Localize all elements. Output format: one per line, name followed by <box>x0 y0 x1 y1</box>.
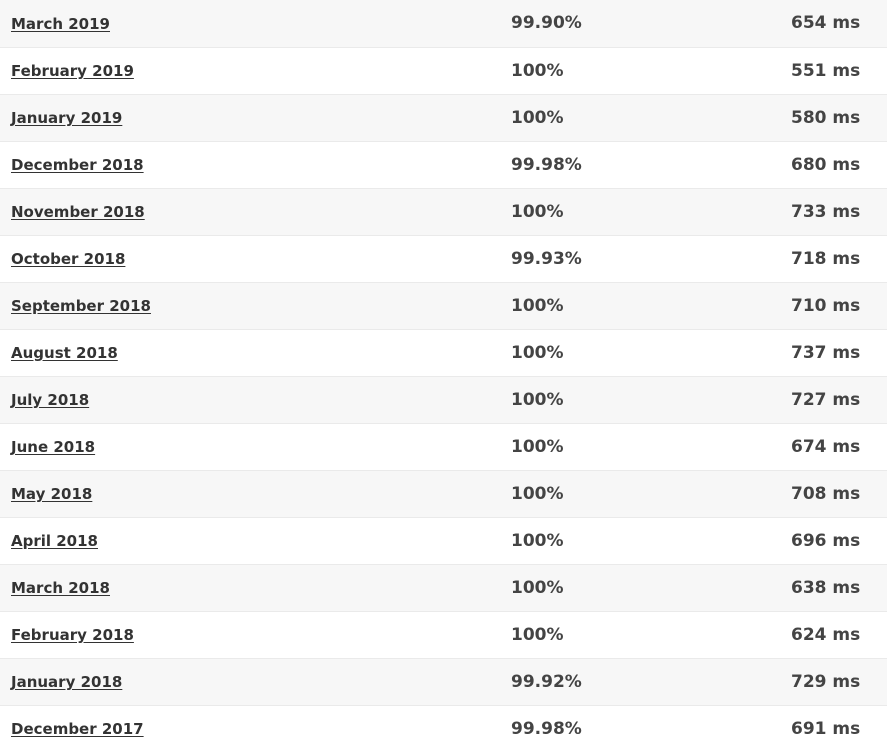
response-time-value: 733 ms <box>791 201 861 222</box>
month-cell: August 2018 <box>0 329 511 376</box>
table-row: December 2017 99.98% 691 ms <box>0 705 887 752</box>
month-cell: June 2018 <box>0 423 511 470</box>
response-time-value: 654 ms <box>791 13 861 34</box>
table-row: March 2019 99.90% 654 ms <box>0 0 887 47</box>
uptime-value: 99.90% <box>511 13 582 34</box>
response-time-value: 718 ms <box>791 248 861 269</box>
response-time-value: 551 ms <box>791 60 861 81</box>
uptime-value: 99.92% <box>511 671 582 692</box>
response-time-value: 580 ms <box>791 107 861 128</box>
table-row: November 2018 100% 733 ms <box>0 188 887 235</box>
month-cell: November 2018 <box>0 188 511 235</box>
month-link[interactable]: December 2018 <box>11 156 144 174</box>
table-row: February 2019 100% 551 ms <box>0 47 887 94</box>
month-link[interactable]: September 2018 <box>11 297 151 315</box>
uptime-value: 100% <box>511 201 564 222</box>
month-cell: December 2018 <box>0 141 511 188</box>
month-cell: January 2019 <box>0 94 511 141</box>
table-row: April 2018 100% 696 ms <box>0 517 887 564</box>
table-row: March 2018 100% 638 ms <box>0 564 887 611</box>
month-cell: December 2017 <box>0 705 511 752</box>
table-row: July 2018 100% 727 ms <box>0 376 887 423</box>
table-row: May 2018 100% 708 ms <box>0 470 887 517</box>
response-time-value: 710 ms <box>791 295 861 316</box>
uptime-value: 99.98% <box>511 154 582 175</box>
month-link[interactable]: May 2018 <box>11 485 93 503</box>
month-link[interactable]: November 2018 <box>11 203 145 221</box>
response-time-value: 674 ms <box>791 436 861 457</box>
month-cell: February 2019 <box>0 47 511 94</box>
month-cell: February 2018 <box>0 611 511 658</box>
response-time-value: 708 ms <box>791 483 861 504</box>
month-cell: May 2018 <box>0 470 511 517</box>
response-time-value: 680 ms <box>791 154 861 175</box>
month-link[interactable]: October 2018 <box>11 250 126 268</box>
table-row: January 2018 99.92% 729 ms <box>0 658 887 705</box>
response-time-value: 737 ms <box>791 342 861 363</box>
response-time-value: 638 ms <box>791 577 861 598</box>
month-cell: March 2018 <box>0 564 511 611</box>
month-cell: September 2018 <box>0 282 511 329</box>
uptime-value: 100% <box>511 295 564 316</box>
table-row: December 2018 99.98% 680 ms <box>0 141 887 188</box>
month-cell: October 2018 <box>0 235 511 282</box>
uptime-value: 100% <box>511 389 564 410</box>
table-row: September 2018 100% 710 ms <box>0 282 887 329</box>
month-link[interactable]: December 2017 <box>11 720 144 738</box>
table-row: June 2018 100% 674 ms <box>0 423 887 470</box>
uptime-value: 99.98% <box>511 718 582 739</box>
month-link[interactable]: January 2018 <box>11 673 123 691</box>
table-row: October 2018 99.93% 718 ms <box>0 235 887 282</box>
uptime-value: 100% <box>511 60 564 81</box>
month-link[interactable]: February 2019 <box>11 62 134 80</box>
uptime-value: 100% <box>511 624 564 645</box>
month-cell: April 2018 <box>0 517 511 564</box>
uptime-value: 100% <box>511 107 564 128</box>
response-time-value: 696 ms <box>791 530 861 551</box>
response-time-value: 729 ms <box>791 671 861 692</box>
uptime-value: 99.93% <box>511 248 582 269</box>
uptime-value: 100% <box>511 530 564 551</box>
response-time-value: 624 ms <box>791 624 861 645</box>
month-link[interactable]: March 2018 <box>11 579 110 597</box>
month-link[interactable]: March 2019 <box>11 14 110 33</box>
month-cell: March 2019 <box>0 0 511 47</box>
uptime-value: 100% <box>511 342 564 363</box>
month-link[interactable]: January 2019 <box>11 109 123 127</box>
uptime-value: 100% <box>511 577 564 598</box>
month-link[interactable]: July 2018 <box>11 391 90 409</box>
month-cell: July 2018 <box>0 376 511 423</box>
month-link[interactable]: June 2018 <box>11 438 96 456</box>
month-cell: January 2018 <box>0 658 511 705</box>
month-link[interactable]: February 2018 <box>11 626 134 644</box>
uptime-value: 100% <box>511 483 564 504</box>
table-row: February 2018 100% 624 ms <box>0 611 887 658</box>
response-time-value: 691 ms <box>791 718 861 739</box>
table-row: August 2018 100% 737 ms <box>0 329 887 376</box>
month-link[interactable]: April 2018 <box>11 532 98 550</box>
response-time-value: 727 ms <box>791 389 861 410</box>
uptime-value: 100% <box>511 436 564 457</box>
table-row: January 2019 100% 580 ms <box>0 94 887 141</box>
month-link[interactable]: August 2018 <box>11 344 118 362</box>
